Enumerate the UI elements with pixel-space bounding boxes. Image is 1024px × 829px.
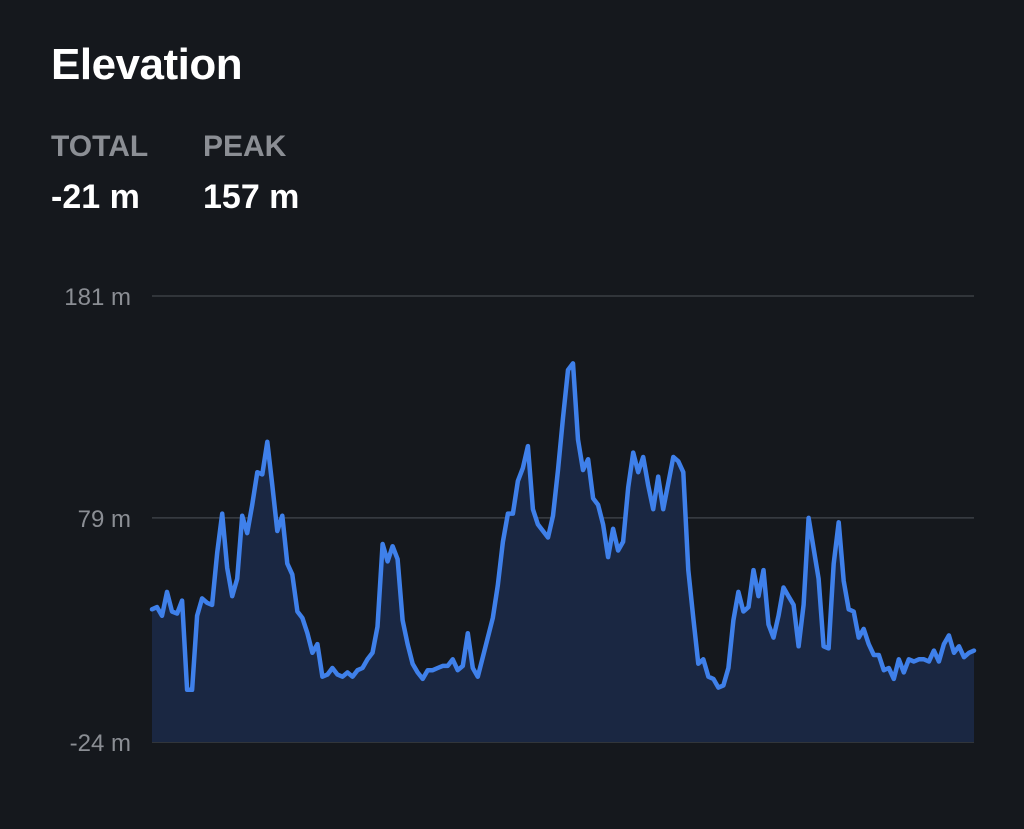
y-tick-label: 181 m (64, 284, 131, 311)
page-title: Elevation (51, 40, 243, 89)
stat-peak: PEAK 157 m (203, 130, 299, 217)
stat-total-value: -21 m (51, 178, 140, 216)
stat-peak-value: 157 m (203, 178, 300, 216)
stat-total: TOTAL -21 m (51, 130, 148, 217)
stat-total-label: TOTAL (51, 130, 149, 163)
y-tick-label: -24 m (70, 730, 131, 757)
elevation-area (152, 363, 974, 742)
stat-peak-label: PEAK (203, 130, 287, 163)
elevation-line (149, 361, 977, 693)
y-tick-label: 79 m (78, 506, 131, 533)
